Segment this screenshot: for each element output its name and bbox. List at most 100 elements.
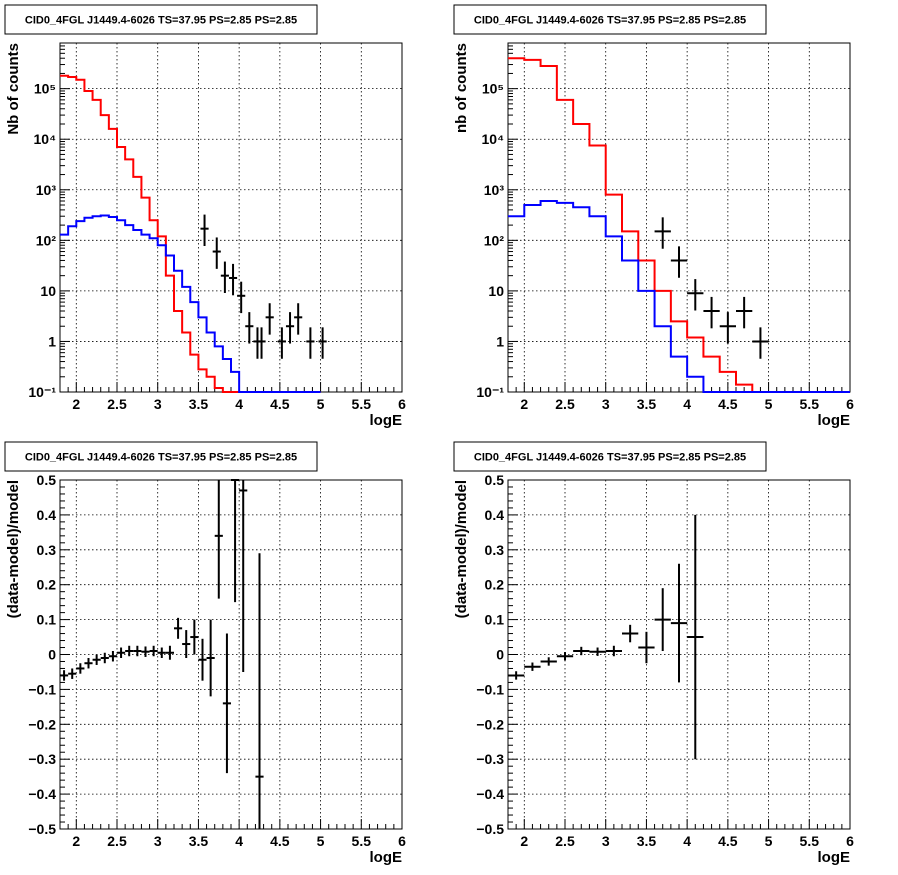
x-tick-label: 3	[154, 396, 162, 412]
residual-point	[60, 670, 69, 681]
y-tick-label: 0.1	[37, 612, 57, 628]
data-point	[306, 327, 315, 359]
y-tick-label: 0	[48, 647, 56, 663]
y-tick-label: −0.1	[28, 681, 56, 697]
residual-point	[174, 617, 183, 639]
y-tick-label: −0.5	[476, 821, 504, 837]
y-tick-label: −0.4	[476, 786, 504, 802]
chart-title: CID0_4FGL J1449.4-6026 TS=37.95 PS=2.85 …	[25, 15, 297, 27]
y-tick-label: 10⁻¹	[28, 384, 56, 400]
chart-panel-3: CID0_4FGL J1449.4-6026 TS=37.95 PS=2.85 …	[4, 441, 406, 866]
x-tick-label: 2.5	[555, 833, 575, 849]
data-point	[654, 217, 671, 249]
x-tick-label: 5	[317, 396, 325, 412]
residual-point	[108, 651, 117, 662]
residual-point	[605, 645, 622, 657]
residual-point	[508, 671, 525, 680]
plot-frame	[59, 479, 403, 830]
x-tick-label: 2	[520, 396, 528, 412]
y-tick-label: 10³	[484, 182, 505, 198]
residual-point	[125, 645, 134, 657]
y-axis-title: (data-model)/model	[5, 480, 22, 618]
residual-point	[670, 563, 688, 683]
x-tick-label: 4	[235, 833, 243, 849]
y-tick-label: 10⁵	[34, 81, 56, 97]
x-tick-label: 3.5	[637, 833, 657, 849]
data-point	[200, 214, 209, 246]
residual-point	[214, 480, 223, 599]
y-tick-label: 0.4	[37, 507, 57, 523]
x-tick-label: 4	[235, 396, 243, 412]
y-tick-label: 10³	[36, 182, 57, 198]
residual-point	[149, 645, 158, 657]
data-point	[294, 303, 303, 335]
x-tick-label: 5	[317, 833, 325, 849]
data-point	[253, 327, 262, 359]
data-point	[228, 263, 238, 296]
residual-point	[92, 654, 101, 665]
residual-point	[133, 645, 142, 657]
x-tick-label: 4.5	[718, 396, 738, 412]
y-tick-label: −0.3	[476, 751, 504, 767]
x-tick-label: 3	[602, 833, 610, 849]
x-tick-label: 2	[72, 833, 80, 849]
data-point	[245, 312, 254, 344]
data-point	[318, 327, 327, 359]
residual-point	[231, 479, 240, 603]
x-tick-label: 2	[520, 833, 528, 849]
y-tick-label: −0.3	[28, 751, 56, 767]
data-point	[752, 327, 769, 359]
x-tick-label: 5.5	[800, 396, 820, 412]
y-tick-label: −0.2	[476, 716, 504, 732]
residual-point	[524, 662, 541, 671]
series-step-2	[508, 199, 850, 393]
residual-point	[117, 647, 126, 658]
title-box	[453, 441, 767, 472]
x-tick-label: 3.5	[637, 396, 657, 412]
x-tick-label: 5	[765, 396, 773, 412]
x-tick-label: 2	[72, 396, 80, 412]
residual-point	[206, 619, 215, 697]
x-tick-label: 4	[683, 396, 691, 412]
residual-point	[182, 630, 191, 658]
x-tick-label: 6	[846, 833, 854, 849]
residual-point	[198, 638, 207, 681]
x-tick-label: 6	[398, 833, 406, 849]
y-tick-label: 10⁵	[482, 81, 504, 97]
x-tick-label: 2.5	[107, 396, 127, 412]
residual-point	[589, 647, 606, 656]
x-tick-label: 4.5	[270, 396, 290, 412]
x-tick-label: 6	[846, 396, 854, 412]
x-tick-label: 2.5	[555, 396, 575, 412]
y-tick-label: 10	[488, 283, 504, 299]
title-box	[4, 441, 318, 472]
y-tick-label: −0.2	[28, 716, 56, 732]
x-axis-title: logE	[370, 412, 403, 429]
x-axis-title: logE	[370, 849, 403, 866]
chart-panel-1: CID0_4FGL J1449.4-6026 TS=37.95 PS=2.85 …	[4, 4, 406, 429]
series-step-2	[60, 214, 321, 393]
x-axis-title: logE	[818, 849, 851, 866]
y-tick-label: 10⁴	[482, 131, 505, 147]
x-tick-label: 3	[602, 396, 610, 412]
title-box	[4, 4, 318, 35]
y-tick-label: 0.3	[485, 542, 505, 558]
data-point	[220, 261, 229, 293]
data-point	[212, 237, 221, 269]
residual-point	[68, 668, 77, 679]
chart-panel-2: CID0_4FGL J1449.4-6026 TS=37.95 PS=2.85 …	[453, 4, 854, 429]
x-tick-label: 5.5	[352, 833, 372, 849]
y-axis-title: nb of counts	[453, 43, 470, 133]
data-point	[277, 327, 286, 359]
residual-point	[255, 553, 264, 829]
x-tick-label: 2.5	[107, 833, 127, 849]
chart-panel-4: CID0_4FGL J1449.4-6026 TS=37.95 PS=2.85 …	[453, 441, 854, 866]
y-tick-label: 10	[40, 283, 56, 299]
residual-point	[556, 652, 574, 661]
x-tick-label: 4	[683, 833, 691, 849]
residual-point	[100, 652, 109, 664]
data-point	[670, 246, 688, 278]
y-axis-title: Nb of counts	[5, 43, 22, 135]
data-point	[687, 279, 704, 311]
data-point	[719, 312, 736, 344]
